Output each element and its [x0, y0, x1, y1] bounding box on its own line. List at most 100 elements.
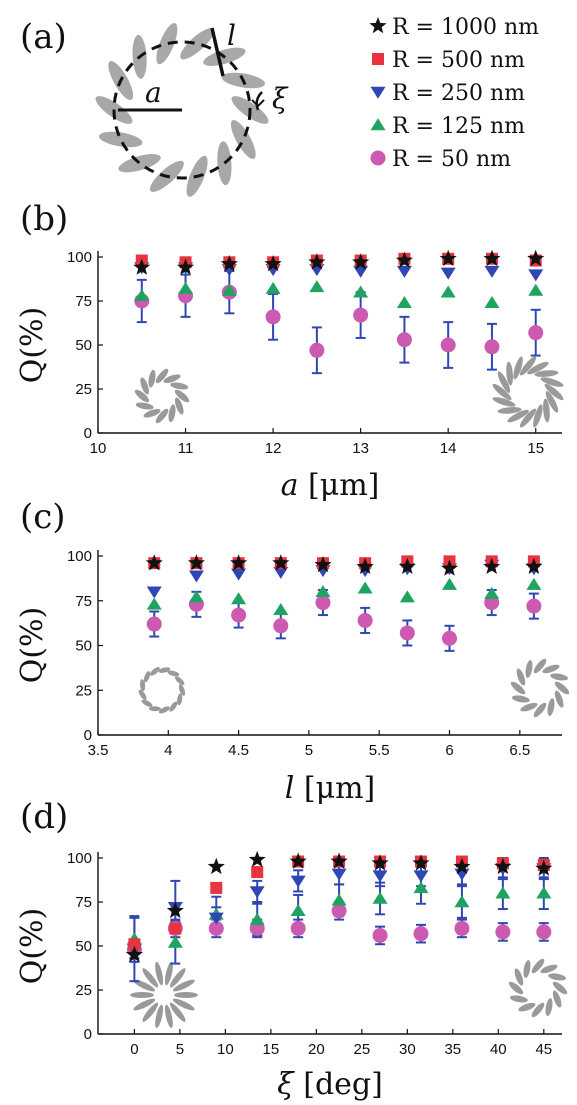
data-point-star	[145, 554, 163, 571]
inset-ellipse	[174, 992, 198, 998]
data-point-circle	[315, 595, 331, 611]
data-point-circle	[265, 309, 281, 325]
x-axis-label: ξ [deg]	[277, 1067, 383, 1102]
angle-arc	[255, 91, 263, 111]
inset-ellipse	[169, 1002, 186, 1022]
legend-marker	[370, 118, 386, 131]
data-point-circle	[231, 607, 247, 623]
inset-ellipse	[550, 673, 568, 681]
data-point-triangle-down	[231, 568, 247, 581]
inset-ellipse	[540, 377, 564, 387]
data-point-circle	[290, 920, 306, 936]
data-point-triangle-up	[442, 577, 458, 590]
inset-ellipse	[177, 693, 183, 706]
inset-ellipse	[512, 695, 530, 703]
data-point-star	[412, 854, 430, 871]
inset-ellipse	[520, 702, 538, 712]
data-point-triangle-up	[331, 893, 347, 906]
label-a: a	[145, 76, 162, 109]
inset-ellipse	[168, 404, 176, 423]
data-point-circle	[454, 920, 470, 936]
inset-ellipse	[497, 407, 522, 414]
data-point-star	[230, 554, 248, 571]
inset-ellipse	[510, 681, 526, 695]
data-point-circle	[273, 618, 289, 634]
inset-ellipse	[148, 706, 161, 712]
y-tick-label: 25	[75, 381, 92, 398]
inset-left	[138, 666, 186, 714]
data-point-circle	[146, 616, 162, 632]
legend-label: R = 500 nm	[392, 48, 525, 73]
x-tick-label: 12	[265, 440, 282, 457]
inset-ellipse	[519, 408, 537, 428]
x-tick-label: 0	[130, 1041, 138, 1058]
data-point-triangle-up	[273, 602, 289, 615]
inset-ellipse	[155, 368, 169, 384]
data-point-star	[453, 857, 471, 875]
data-point-triangle-up	[536, 886, 552, 899]
y-tick-label: 0	[84, 1026, 92, 1043]
inset-ellipse	[150, 666, 160, 676]
inset-ellipse	[174, 676, 185, 686]
x-tick-label: 30	[399, 1041, 416, 1058]
data-point-triangle-up	[315, 585, 331, 598]
x-tick-label: 4	[164, 742, 172, 759]
data-point-star	[441, 559, 459, 576]
y-tick-label: 75	[75, 293, 92, 310]
inset-ellipse	[518, 1002, 536, 1012]
y-axis-label: Q(%)	[15, 607, 50, 684]
data-point-triangle-up	[221, 283, 237, 296]
inset-ellipse	[525, 660, 533, 678]
data-point-triangle-down	[146, 586, 162, 599]
inset-ellipse	[135, 402, 154, 410]
inset-ellipse	[533, 404, 543, 428]
x-tick-label: 45	[535, 1041, 552, 1058]
inset-ellipse	[133, 998, 156, 1011]
x-tick-label: 5	[305, 742, 313, 759]
data-point-triangle-down	[440, 267, 456, 280]
data-point-triangle-down	[273, 566, 289, 579]
data-point-star	[395, 251, 413, 268]
data-point-circle	[536, 924, 552, 940]
data-point-circle	[526, 598, 542, 614]
data-point-star	[330, 852, 348, 869]
data-point-triangle-down	[208, 912, 224, 925]
data-point-triangle-up	[528, 283, 544, 296]
data-point-triangle-up	[290, 904, 306, 917]
data-point-star	[314, 556, 332, 573]
inset-ellipse	[552, 981, 568, 995]
x-tick-label: 3.5	[88, 742, 109, 759]
inset-ellipse	[544, 383, 564, 401]
data-point-circle	[353, 307, 369, 323]
panel-a: (a) a l ξ	[20, 17, 289, 197]
x-tick-label: 5.5	[369, 742, 390, 759]
chart-c: 0 25 50 75 100 3.5 4 4.5 5 5.5 6 6.5 l [μm] Q(%)	[15, 548, 570, 806]
data-point-triangle-up	[353, 285, 369, 298]
schematic-ellipse	[230, 119, 256, 159]
y-tick-label: 50	[75, 638, 92, 655]
x-tick-label: 35	[444, 1041, 461, 1058]
inset-ellipse	[170, 382, 189, 390]
inset-ellipse	[542, 664, 560, 674]
angle-arrow	[251, 99, 265, 108]
data-point-square	[128, 938, 141, 951]
inset-ellipse	[506, 361, 513, 386]
inset-ellipse	[134, 389, 150, 403]
panel-label-b: (b)	[20, 199, 68, 239]
data-point-star	[356, 557, 374, 574]
legend-marker	[369, 17, 387, 34]
label-xi: ξ	[272, 82, 289, 115]
data-point-circle	[331, 903, 347, 919]
inset-ellipse	[163, 374, 181, 383]
data-point-triangle-down	[528, 269, 544, 282]
inset-ellipse	[133, 979, 156, 992]
inset-ellipse	[547, 698, 555, 717]
data-point-star	[494, 857, 512, 875]
data-point-triangle-up	[495, 886, 511, 899]
y-axis-label: Q(%)	[15, 908, 50, 985]
inset-right	[508, 958, 568, 1018]
y-tick-label: 50	[75, 938, 92, 955]
y-tick-label: 100	[67, 249, 92, 266]
inset-ellipse	[543, 398, 550, 423]
x-tick-label: 14	[440, 440, 457, 457]
